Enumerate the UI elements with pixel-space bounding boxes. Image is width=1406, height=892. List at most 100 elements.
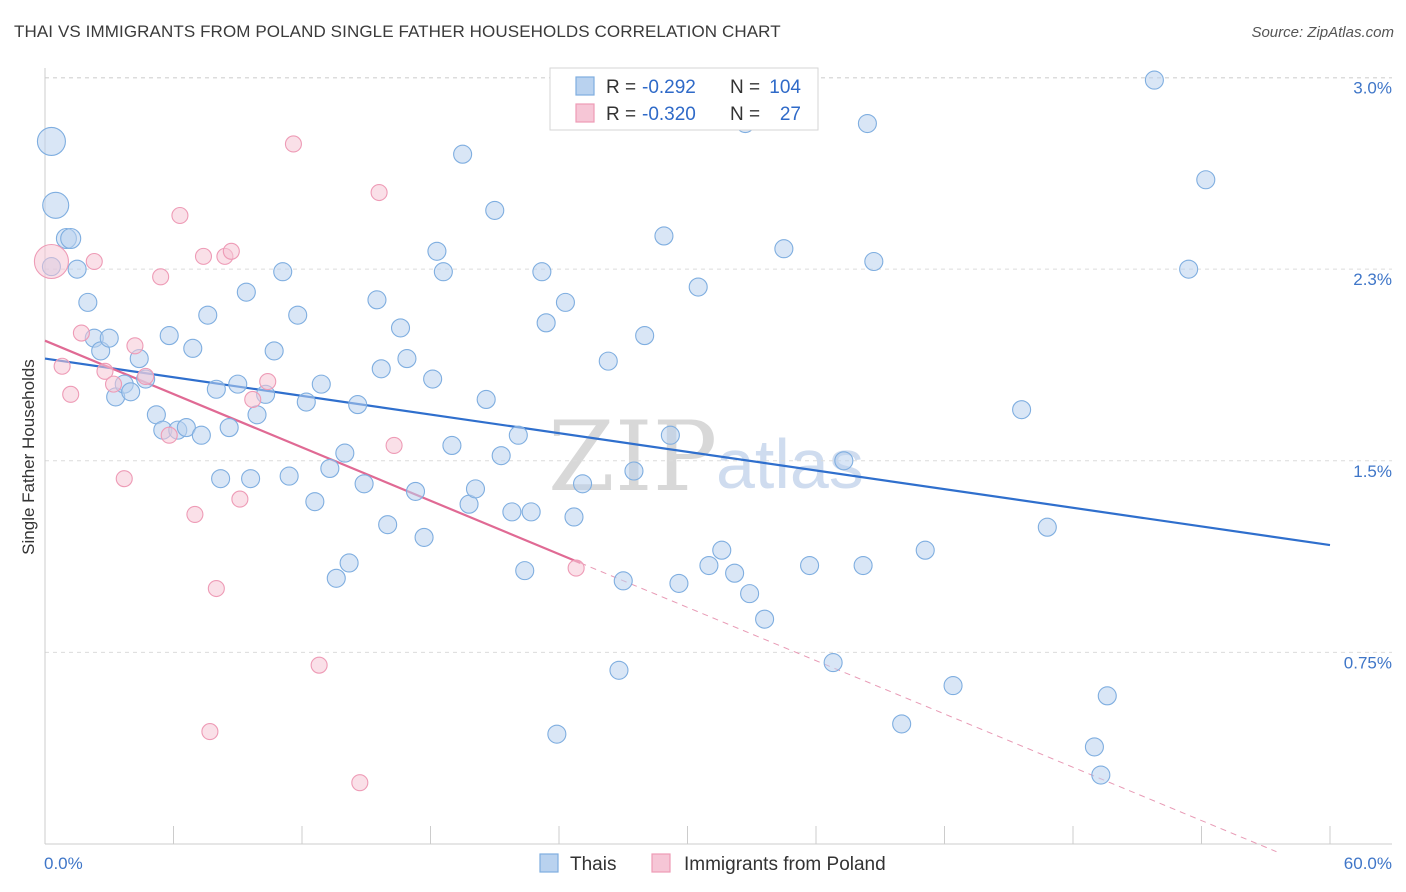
trend-line-poland-extension	[580, 562, 1277, 853]
point-thais-79	[699, 555, 719, 576]
point-thais-86	[800, 555, 820, 576]
point-poland-18	[222, 242, 240, 260]
point-thais-93	[915, 540, 935, 560]
legend-r-value-thais: -0.292	[642, 77, 696, 98]
legend-n-label-poland: N =	[730, 104, 760, 125]
series-legend: Thais Immigrants from Poland	[539, 853, 886, 875]
legend-r-value-poland: -0.320	[642, 104, 696, 125]
point-thais-101	[1179, 259, 1199, 279]
point-thais-84	[755, 609, 775, 629]
point-thais-96	[1037, 517, 1057, 537]
point-thais-21	[198, 305, 218, 325]
point-thais-16	[159, 326, 179, 346]
point-thais-94	[943, 676, 963, 696]
legend-swatch-thais	[575, 76, 595, 96]
point-thais-88	[834, 451, 854, 471]
point-thais-5	[78, 292, 98, 312]
point-thais-71	[609, 660, 629, 680]
point-poland-5	[96, 362, 114, 380]
y-tick-labels: 0.75% 1.5% 2.3% 3.0%	[1344, 79, 1392, 673]
point-thais-52	[433, 262, 453, 282]
point-thais-23	[211, 469, 231, 489]
point-poland-19	[231, 490, 249, 508]
point-thais-87	[823, 653, 843, 673]
point-thais-33	[288, 305, 308, 325]
point-thais-78	[688, 277, 708, 297]
trend-line-poland	[44, 339, 581, 564]
point-thais-22	[206, 379, 226, 399]
point-thais-62	[515, 561, 535, 581]
point-thais-76	[660, 425, 680, 445]
point-thais-77	[669, 573, 689, 593]
point-thais-59	[491, 446, 511, 466]
point-poland-6	[104, 375, 123, 393]
point-poland-21	[259, 373, 277, 391]
legend-swatch-poland	[575, 103, 595, 123]
point-thais-42	[354, 474, 374, 494]
y-tick-label-2: 2.3%	[1353, 270, 1392, 289]
point-thais-54	[453, 144, 473, 164]
x-tick-label-min: 0.0%	[44, 854, 83, 873]
point-thais-95	[1012, 400, 1032, 420]
point-thais-26	[236, 282, 256, 302]
point-thais-38	[326, 568, 346, 588]
point-poland-25	[370, 183, 388, 202]
y-tick-label-3: 3.0%	[1353, 79, 1392, 98]
point-poland-3	[72, 324, 90, 342]
point-thais-47	[397, 349, 417, 369]
y-tick-label-1: 1.5%	[1353, 462, 1392, 481]
point-poland-4	[85, 252, 103, 271]
point-thais-70	[598, 351, 618, 371]
watermark-zip: ZIP	[548, 401, 717, 513]
point-thais-28	[247, 405, 267, 425]
point-thais-81	[725, 563, 745, 583]
point-poland-14	[194, 247, 213, 265]
point-thais-53	[442, 435, 462, 455]
y-tick-label-0: 0.75%	[1344, 653, 1392, 672]
point-poland-15	[201, 723, 219, 741]
point-poland-13	[186, 505, 204, 523]
point-thais-80	[712, 540, 732, 560]
point-thais-4	[67, 259, 87, 279]
point-poland-22	[284, 135, 302, 153]
point-thais-58	[485, 200, 505, 220]
point-thais-83	[740, 584, 760, 604]
legend-n-label-thais: N =	[730, 77, 760, 98]
point-poland-8	[126, 337, 144, 355]
chart-source: Source: ZipAtlas.com	[1251, 24, 1394, 41]
point-thais-63	[521, 502, 541, 522]
point-thais-89	[853, 555, 873, 576]
point-thais-31	[273, 262, 293, 282]
series-name-thais: Thais	[570, 854, 616, 875]
point-thais-92	[892, 714, 912, 734]
point-thais-45	[378, 515, 398, 535]
point-thais-18	[176, 418, 196, 438]
point-thais-46	[390, 318, 411, 338]
point-thais-67	[555, 292, 575, 312]
point-thais-35	[305, 492, 325, 512]
watermark: ZIP atlas	[548, 401, 864, 513]
point-thais-43	[367, 290, 387, 310]
point-thais-64	[532, 262, 552, 282]
point-thais-90	[857, 113, 877, 134]
legend-n-value-poland: 27	[780, 104, 801, 125]
point-thais-57	[476, 389, 496, 410]
point-thais-66	[547, 724, 567, 744]
series-name-poland: Immigrants from Poland	[684, 854, 886, 875]
point-poland-1	[53, 357, 71, 375]
correlation-legend: R = -0.292 N = 104 R = -0.320 N = 27	[549, 67, 819, 131]
point-poland-12	[171, 206, 189, 225]
point-thais-98	[1091, 765, 1111, 785]
y-axis-label: Single Father Households	[19, 359, 38, 555]
point-thais-60	[502, 502, 522, 522]
point-thais-19	[183, 338, 203, 358]
point-thais-30	[264, 341, 284, 361]
point-thais-39	[335, 443, 355, 463]
point-thais-49	[414, 527, 434, 547]
point-thais-20	[191, 425, 211, 445]
point-thais-51	[427, 241, 447, 261]
point-thais-11	[121, 382, 141, 402]
legend-n-value-thais: 104	[769, 77, 801, 98]
point-poland-0	[33, 243, 69, 280]
